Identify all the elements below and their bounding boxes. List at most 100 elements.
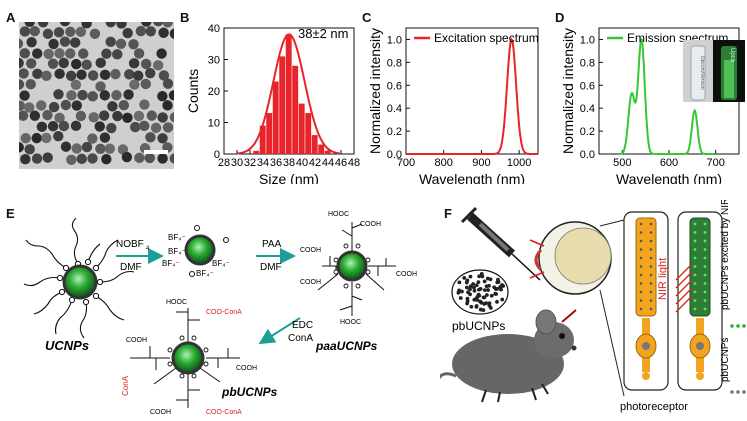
tem-particle: [54, 112, 65, 124]
tem-particle: [19, 142, 24, 153]
tem-particle: [81, 22, 92, 29]
chart-b-ytick-label: 40: [208, 23, 220, 35]
paa-cooh-2: COOH: [360, 221, 381, 228]
cluster-dot: [500, 297, 505, 302]
tem-particle: [128, 39, 139, 50]
chart-c-xlabel: Wavelength (nm): [419, 171, 525, 184]
disc-dot: [649, 231, 653, 234]
cluster-dot: [457, 280, 462, 285]
disc-dot: [639, 282, 643, 285]
cluster-dot: [501, 284, 506, 288]
tem-particle: [157, 112, 168, 123]
chart-b-xlabel: Size (nm): [259, 171, 319, 184]
tem-particle: [65, 70, 77, 82]
tem-particle: [134, 152, 145, 164]
disc-dot-excited: [693, 299, 697, 302]
cluster-dot: [475, 297, 479, 302]
discs-right: [693, 222, 707, 311]
histogram-bar: [292, 65, 299, 154]
syringe: [460, 206, 541, 281]
chart-b-ytick-label: 30: [208, 55, 220, 67]
cluster-dot: [465, 296, 470, 301]
tem-particle: [42, 109, 53, 121]
zoom-line-top: [599, 219, 625, 227]
tem-image: [19, 22, 174, 169]
cluster-dot: [489, 293, 494, 298]
tem-particle: [42, 28, 54, 40]
step2-reagent: PAA: [262, 239, 282, 250]
disc-dot-excited: [693, 265, 697, 268]
tem-particle: [65, 48, 76, 59]
tem-particle: [162, 100, 173, 111]
tem-particle: [162, 142, 173, 153]
tem-particle: [59, 36, 71, 47]
chart-c-xtick-label: 800: [435, 157, 453, 169]
disc-dot: [639, 248, 643, 251]
disc-dot: [649, 299, 653, 302]
chart-b-xtick-label: 36: [270, 157, 282, 169]
pb-cooh-3: COOH: [150, 409, 171, 416]
disc-dot-excited: [703, 282, 707, 285]
tem-particle: [87, 91, 98, 102]
tem-particle: [94, 121, 105, 132]
disc-dot-excited: [703, 256, 707, 260]
disc-dot-excited: [693, 239, 697, 243]
tem-particle: [20, 154, 31, 165]
histogram-bar: [272, 81, 279, 154]
tem-particle: [122, 112, 133, 123]
optic-nerve: [534, 248, 543, 272]
tem-particle: [139, 99, 150, 110]
tem-particle: [112, 49, 123, 60]
paa-cooh-4: COOH: [300, 279, 321, 286]
outer-segment-right: [689, 217, 711, 317]
ucnp-particle: [23, 217, 135, 339]
tem-particle: [54, 48, 65, 59]
tem-particle: [101, 48, 112, 59]
tem-particle: [41, 132, 52, 144]
disc-dot-excited: [693, 256, 697, 260]
cluster-dot: [480, 274, 485, 279]
tem-particle: [140, 58, 152, 70]
tem-particle: [87, 70, 99, 81]
bf4-label-5: BF₄⁻: [196, 269, 214, 278]
panel-label-a: A: [6, 10, 16, 25]
mouse-tail: [440, 372, 457, 380]
cluster-dot: [478, 286, 483, 291]
cluster-dot: [478, 299, 482, 304]
tem-particle: [66, 154, 77, 165]
chart-b-ytick-label: 10: [208, 118, 220, 130]
discs-left: [639, 222, 653, 311]
tem-particle: [128, 58, 140, 69]
particle-dots: [456, 271, 506, 313]
chart-c-ytick-label: 0.2: [387, 126, 402, 138]
bf4-particle: BF₄⁻ BF₄⁻ BF₄⁻ BF₄⁻ BF₄⁻: [162, 225, 230, 278]
tem-particle: [87, 133, 98, 144]
pb-cooh-2: COOH: [236, 365, 257, 372]
tem-particle: [60, 99, 72, 111]
tem-particle: [24, 22, 35, 28]
bf4-nitrosyl: [189, 225, 229, 277]
tem-particle: [76, 69, 87, 80]
tem-particle: [87, 153, 98, 164]
bf4-label-4: BF₄⁻: [212, 259, 230, 268]
legend-green-dot-3: [742, 324, 746, 328]
chart-c-ytick-label: 0.8: [387, 57, 402, 69]
size-annotation: 38±2 nm: [298, 26, 349, 41]
syringe-barrel: [478, 222, 510, 252]
surface-modification-scheme: UCNPs NOBF 4 DMF BF₄⁻ BF₄⁻ BF₄⁻ BF₄⁻ BF₄…: [23, 211, 417, 416]
disc-dot: [649, 290, 653, 294]
outer-segment-left: [635, 217, 657, 317]
histogram-bar: [266, 113, 273, 154]
tem-particle: [105, 22, 116, 28]
histogram-bar: [298, 103, 305, 154]
tem-particle: [35, 100, 47, 111]
eye-lens: [554, 227, 612, 285]
tem-particle: [133, 70, 144, 81]
injection-illustration: pbUCNPs: [440, 200, 746, 413]
tem-particle: [95, 57, 106, 69]
cluster-dot: [458, 296, 463, 300]
paa-chains: [317, 222, 396, 316]
tem-particle: [77, 89, 88, 101]
tem-particle: [135, 25, 147, 37]
chart-d-xtick-label: 600: [660, 157, 678, 169]
